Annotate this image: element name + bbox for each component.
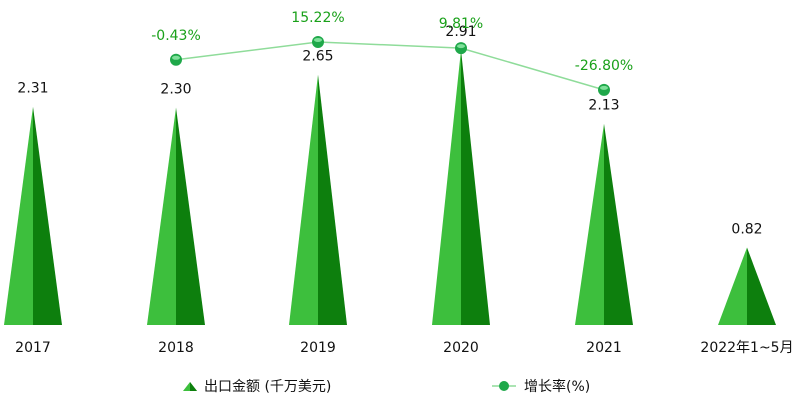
- growth-rate-label: -0.43%: [151, 28, 201, 44]
- growth-rate-marker-highlight: [314, 37, 322, 42]
- legend-label-growth-rate: 增长率(%): [524, 378, 590, 395]
- growth-rate-marker-highlight: [172, 55, 180, 60]
- bar-right-face: [176, 107, 205, 326]
- bar-right-face: [747, 247, 776, 325]
- legend-bar-icon-shade: [190, 382, 197, 391]
- bar-value-label: 2.13: [588, 98, 619, 114]
- bar-left-face: [4, 106, 33, 325]
- legend: 出口金额 (千万美元) 增长率(%): [183, 378, 590, 395]
- legend-marker-icon: [499, 381, 509, 391]
- bar-right-face: [318, 74, 347, 325]
- category-label: 2021: [586, 340, 622, 356]
- growth-rate-line: [175, 41, 605, 91]
- bar-left-face: [289, 74, 318, 325]
- bar-value-label: 2.31: [17, 81, 48, 97]
- bar-value-label: 0.82: [731, 222, 762, 238]
- bars-layer: [4, 50, 776, 326]
- category-label: 2020: [443, 340, 479, 356]
- bar-right-face: [33, 106, 62, 325]
- category-label: 2018: [158, 340, 194, 356]
- bar-left-face: [432, 50, 461, 325]
- growth-rate-marker-highlight: [457, 44, 465, 49]
- bar-left-face: [147, 107, 176, 326]
- labels-layer: 2.31 2017 2.30 2018 2.65 2019 2.91 2020 2.13 2021…: [15, 10, 793, 356]
- bar-value-label: 2.30: [160, 82, 191, 98]
- legend-label-export: 出口金额 (千万美元): [204, 379, 331, 395]
- category-label: 2017: [15, 340, 51, 356]
- category-label: 2022年1~5月: [700, 340, 793, 356]
- category-label: 2019: [300, 340, 336, 356]
- bar-left-face: [718, 247, 747, 325]
- growth-rate-label: 9.81%: [439, 16, 483, 32]
- bar-right-face: [461, 50, 490, 325]
- growth-rate-label: 15.22%: [291, 10, 344, 26]
- bar-value-label: 2.91: [445, 24, 476, 40]
- growth-rate-line-layer: [170, 35, 610, 96]
- growth-rate-marker-highlight: [600, 85, 608, 90]
- bar-value-label: 2.65: [302, 49, 333, 65]
- bar-left-face: [575, 123, 604, 325]
- bar-right-face: [604, 123, 633, 325]
- growth-rate-label: -26.80%: [575, 58, 633, 74]
